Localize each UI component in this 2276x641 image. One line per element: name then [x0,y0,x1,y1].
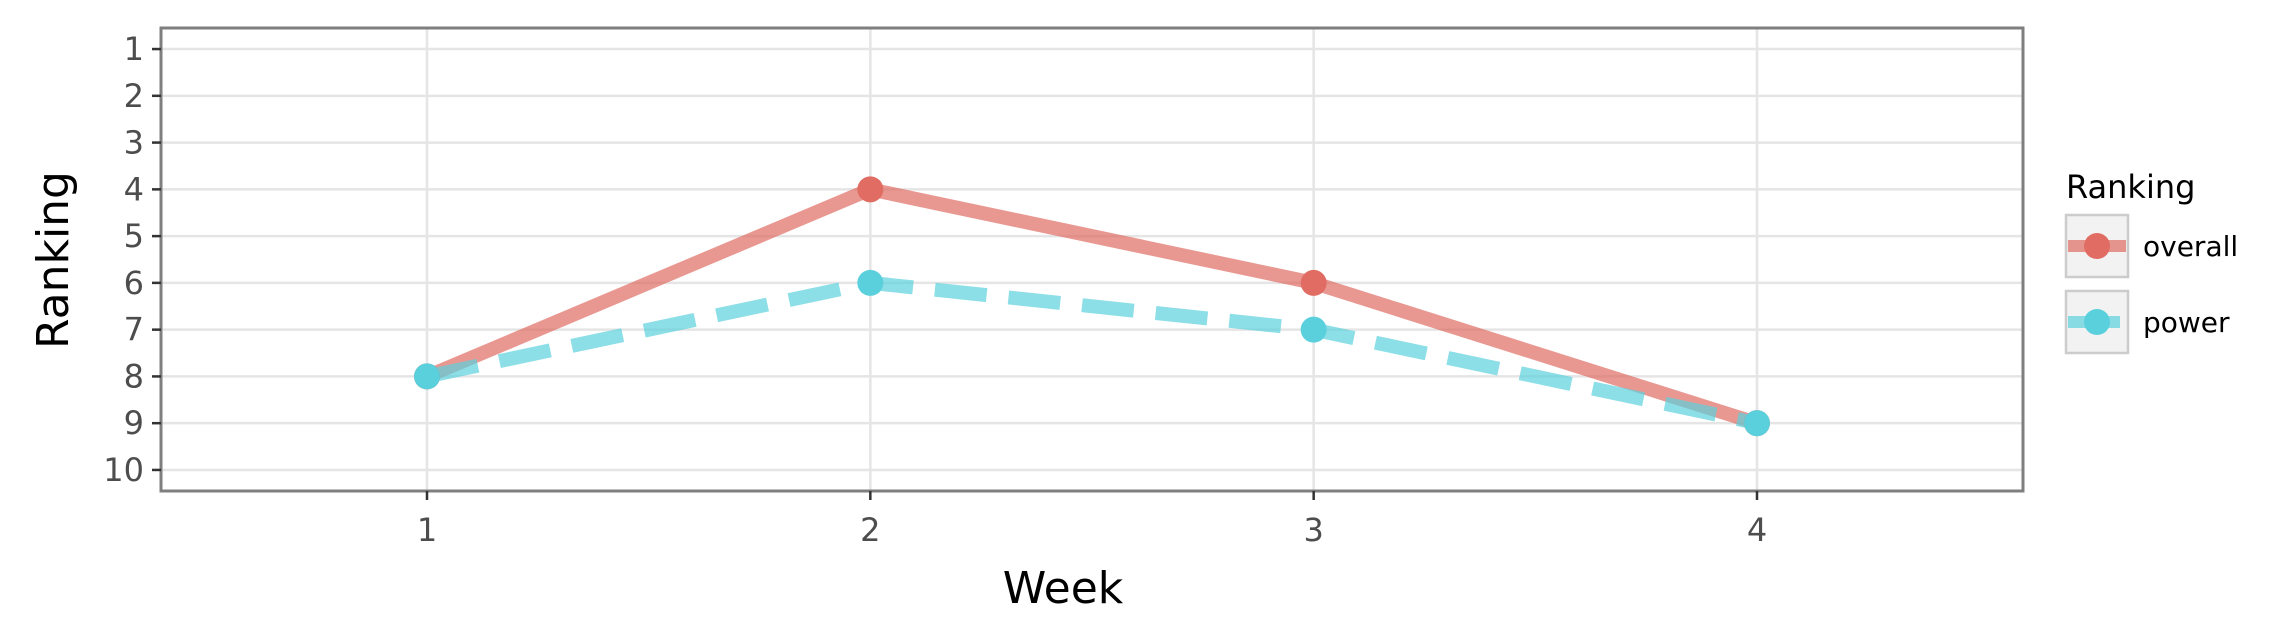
y-axis-title: Ranking [28,171,79,349]
y-tick-label-6: 6 [124,264,144,302]
y-tick-label-2: 2 [124,77,144,115]
x-tick-label-2: 2 [860,511,880,549]
y-tick-label-3: 3 [124,124,144,162]
series-points [414,176,1770,437]
y-gridlines [161,47,2023,472]
series-lines [424,182,1760,431]
point-overall-week-3 [1300,269,1327,296]
legend: Ranking overall power [2064,168,2238,355]
x-tick-label-1: 1 [417,511,437,549]
panel-border [159,26,2025,493]
y-tick-label-4: 4 [124,170,144,208]
series-line-power [425,275,1759,431]
y-axis-ticks: 1 2 3 4 5 6 7 8 9 10 [103,30,161,489]
point-power-week-1 [414,363,440,390]
y-tick-label-10: 10 [103,451,144,489]
y-tick-label-8: 8 [124,357,144,395]
point-power-week-3 [1300,316,1327,343]
y-tick-label-5: 5 [124,217,144,255]
x-tick-label-3: 3 [1303,511,1323,549]
point-power-week-2 [857,269,884,296]
x-tick-label-4: 4 [1747,511,1767,549]
legend-keys: overall power [2064,213,2238,355]
legend-label-overall: overall [2143,230,2238,263]
y-tick-label-9: 9 [124,404,144,442]
legend-key-point-power [2084,309,2110,335]
y-tick-label-1: 1 [124,30,144,68]
x-axis-ticks: 1 2 3 4 [417,491,1767,549]
legend-label-power: power [2143,306,2230,339]
x-axis-title: Week [1003,563,1124,614]
legend-item-overall: overall [2064,213,2238,279]
point-power-week-4 [1744,410,1770,437]
series-line-overall [424,182,1760,430]
point-overall-week-2 [857,176,884,203]
legend-title: Ranking [2066,168,2195,206]
legend-key-point-overall [2084,233,2110,259]
y-tick-label-7: 7 [124,311,144,349]
legend-item-power: power [2064,289,2230,355]
